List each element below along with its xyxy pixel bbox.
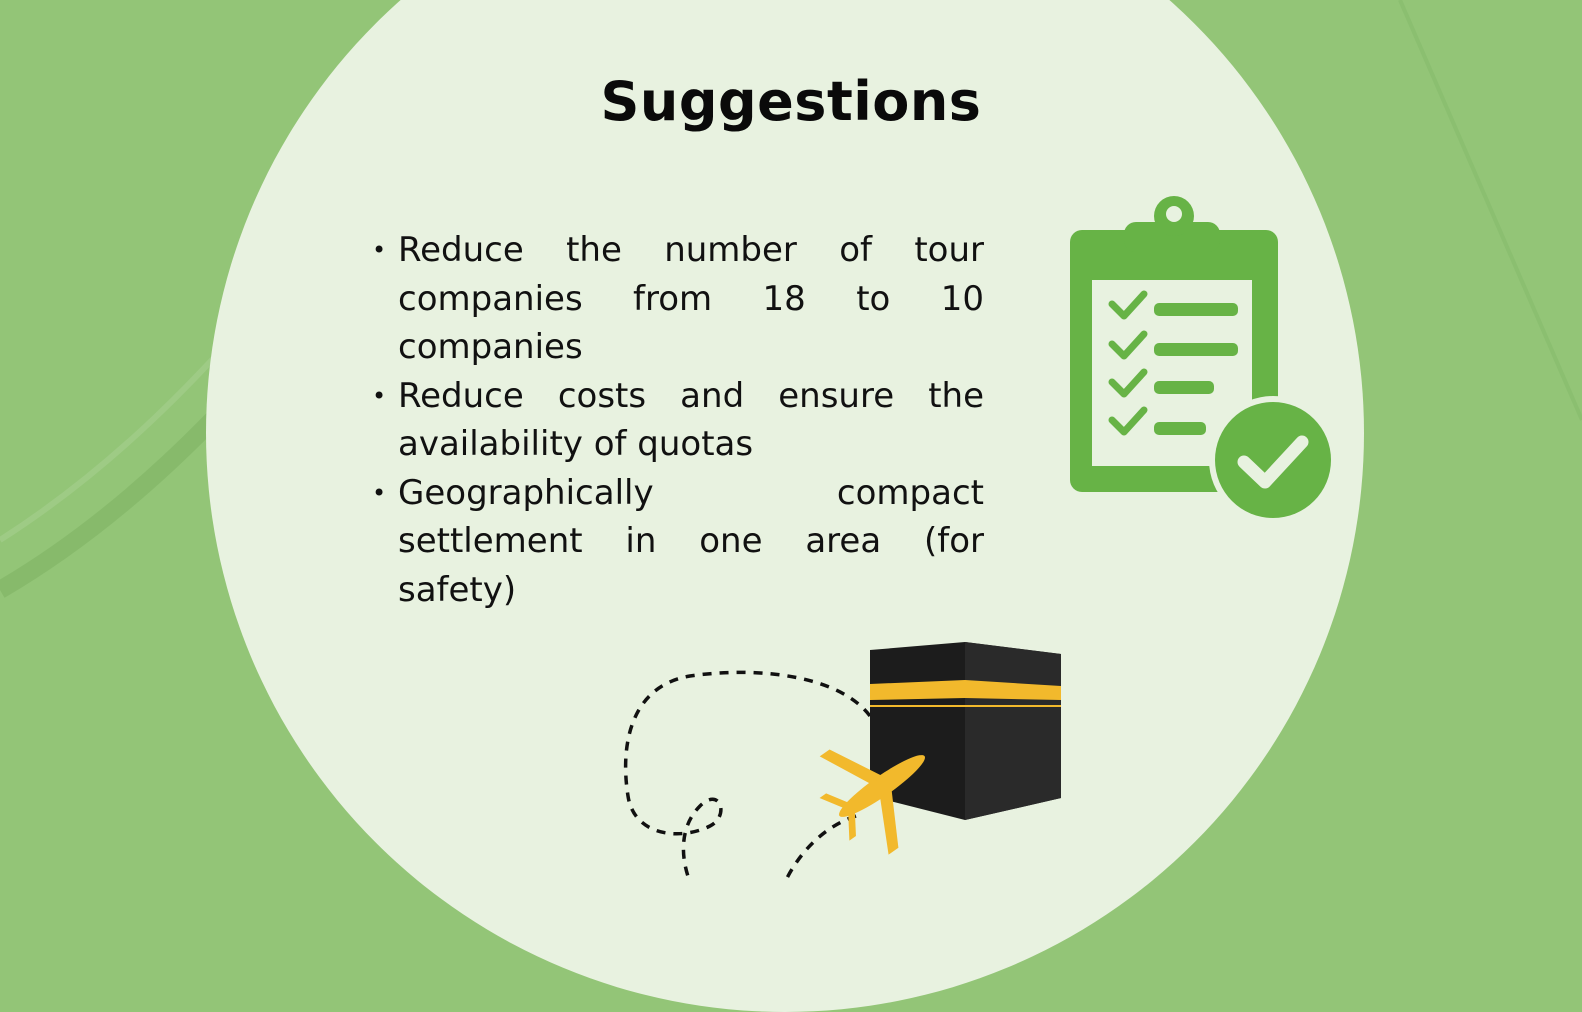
content-circle bbox=[206, 0, 1364, 1012]
suggestion-list: • Reduce the number of tour companies fro… bbox=[372, 226, 984, 614]
list-item: • Reduce the number of tour companies fro… bbox=[372, 230, 984, 367]
slide-title: Suggestions bbox=[600, 70, 982, 133]
check-circle-icon bbox=[1209, 396, 1337, 524]
clipboard-checklist-icon bbox=[1070, 196, 1337, 524]
list-item-text: Reduce costs and ensure the availability… bbox=[398, 375, 984, 465]
airplane-icon bbox=[819, 749, 925, 855]
list-item-text: Reduce the number of tour companies from… bbox=[398, 230, 984, 367]
list-item: • Geographically compact settlement in on… bbox=[372, 472, 984, 610]
travel-illustration bbox=[623, 642, 1061, 882]
kaaba-icon bbox=[870, 642, 1061, 820]
list-item-text: Geographically compact settlement in one… bbox=[398, 472, 984, 610]
list-item: • Reduce costs and ensure the availabilit… bbox=[372, 375, 984, 465]
